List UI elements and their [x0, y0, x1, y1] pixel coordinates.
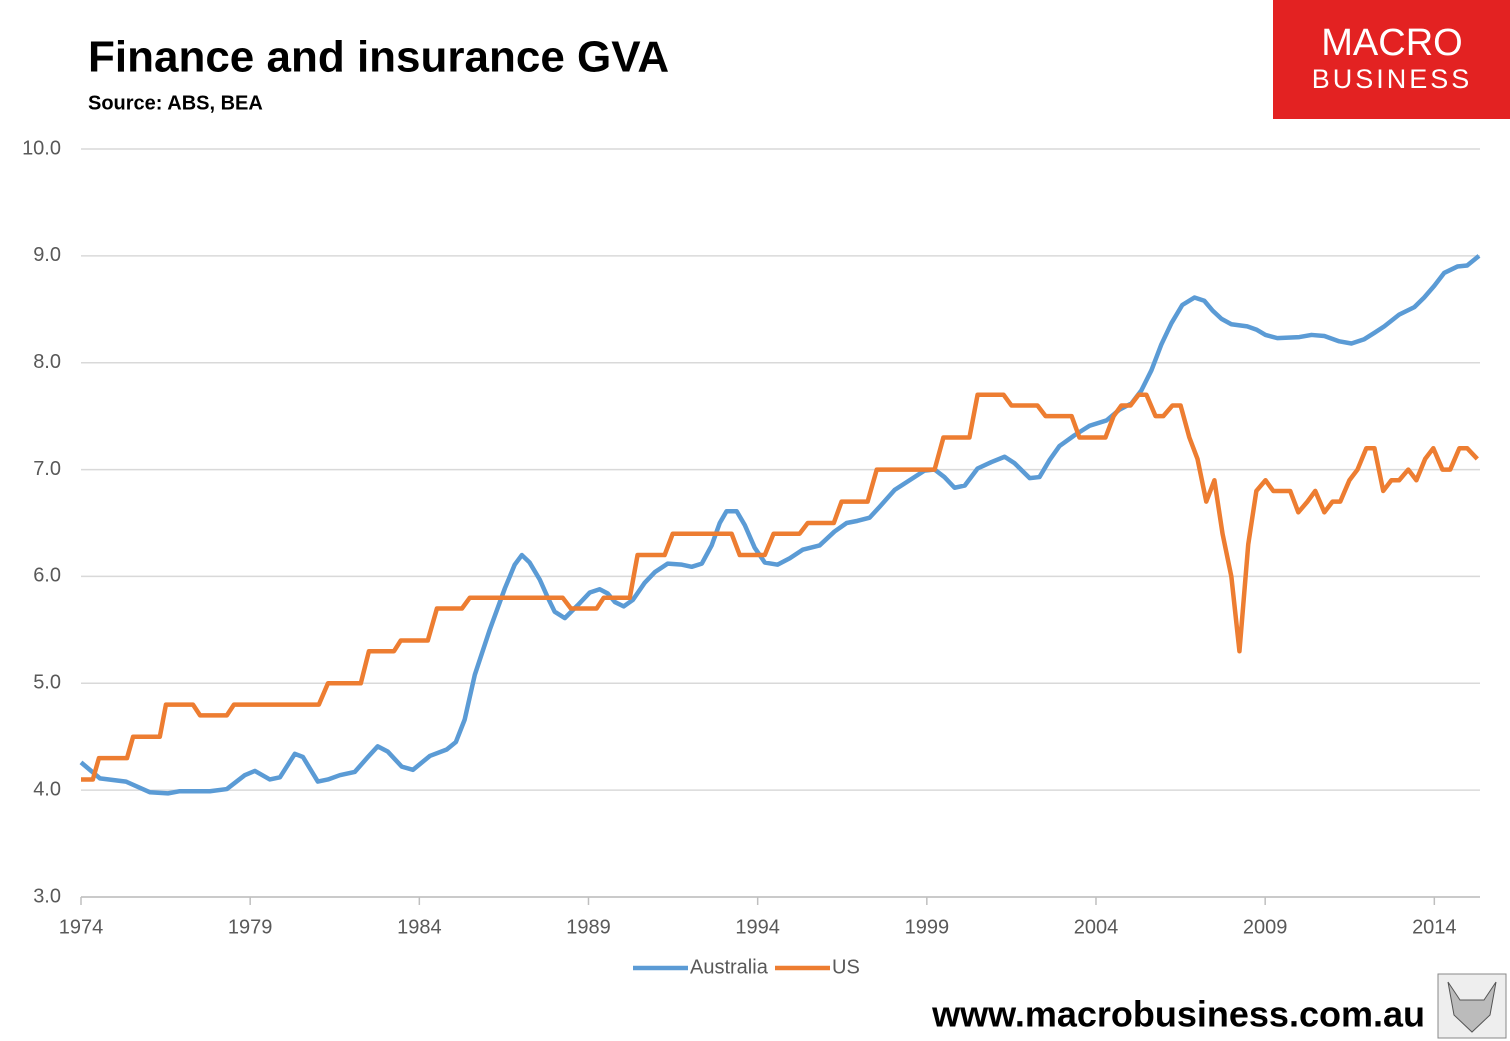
- logo-text: MACRO: [1321, 22, 1462, 64]
- x-tick-label: 2014: [1412, 916, 1457, 938]
- line-us: [81, 392, 1479, 782]
- x-tick-label: 2004: [1074, 916, 1119, 938]
- chart-subtitle: Source: ABS, BEA: [88, 92, 263, 114]
- fox-icon-face: [1447, 981, 1497, 1033]
- y-tick-label: 9.0: [33, 244, 61, 266]
- line-australia: [79, 254, 1481, 796]
- y-tick-label: 8.0: [33, 351, 61, 373]
- y-tick-label: 6.0: [33, 565, 61, 587]
- y-tick-label: 10.0: [22, 137, 61, 159]
- x-tick-label: 1994: [735, 916, 780, 938]
- chart-title: Finance and insurance GVA: [88, 33, 669, 82]
- y-tick-label: 5.0: [33, 672, 61, 694]
- x-tick-label: 1974: [59, 916, 104, 938]
- x-tick-label: 1999: [905, 916, 950, 938]
- footer-url: www.macrobusiness.com.au: [931, 994, 1425, 1035]
- logo-box: [1273, 0, 1510, 119]
- logo-subtext: BUSINESS: [1312, 64, 1473, 94]
- y-tick-label: 4.0: [33, 778, 61, 800]
- x-tick-label: 1989: [566, 916, 611, 938]
- legend-label: US: [832, 956, 860, 978]
- y-tick-label: 3.0: [33, 885, 61, 907]
- x-tick-label: 1984: [397, 916, 442, 938]
- x-tick-label: 1979: [228, 916, 273, 938]
- x-tick-label: 2009: [1243, 916, 1288, 938]
- y-tick-label: 7.0: [33, 458, 61, 480]
- legend-label: Australia: [690, 956, 769, 978]
